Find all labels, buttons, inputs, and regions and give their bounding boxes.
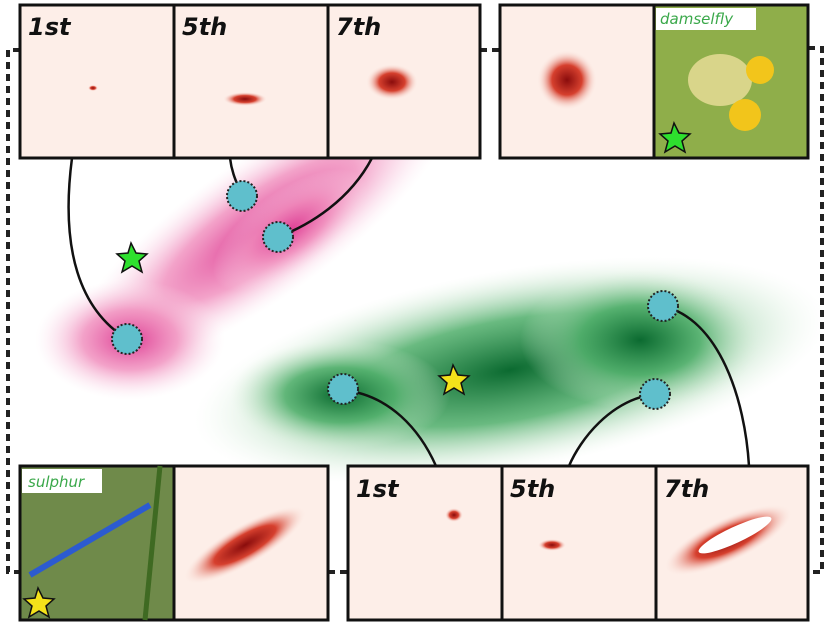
star — [115, 240, 149, 274]
panel-label: 1st — [356, 475, 400, 503]
image-label: sulphur — [28, 473, 85, 491]
panel-label: 5th — [182, 13, 227, 41]
bracket — [6, 48, 20, 574]
connector — [67, 157, 128, 341]
bottom-row: sulphur 1st 5th 7th — [18, 464, 810, 622]
top-row: 1st 5th 7th damselfly — [18, 3, 810, 160]
panel-label: 7th — [664, 475, 709, 503]
connector — [662, 304, 751, 467]
image-label: damselfly — [660, 10, 734, 28]
star — [437, 362, 471, 396]
connector — [342, 388, 438, 467]
points — [111, 180, 679, 410]
panel-label: 5th — [510, 475, 555, 503]
panel-label: 1st — [28, 13, 72, 41]
panel-label: 7th — [336, 13, 381, 41]
